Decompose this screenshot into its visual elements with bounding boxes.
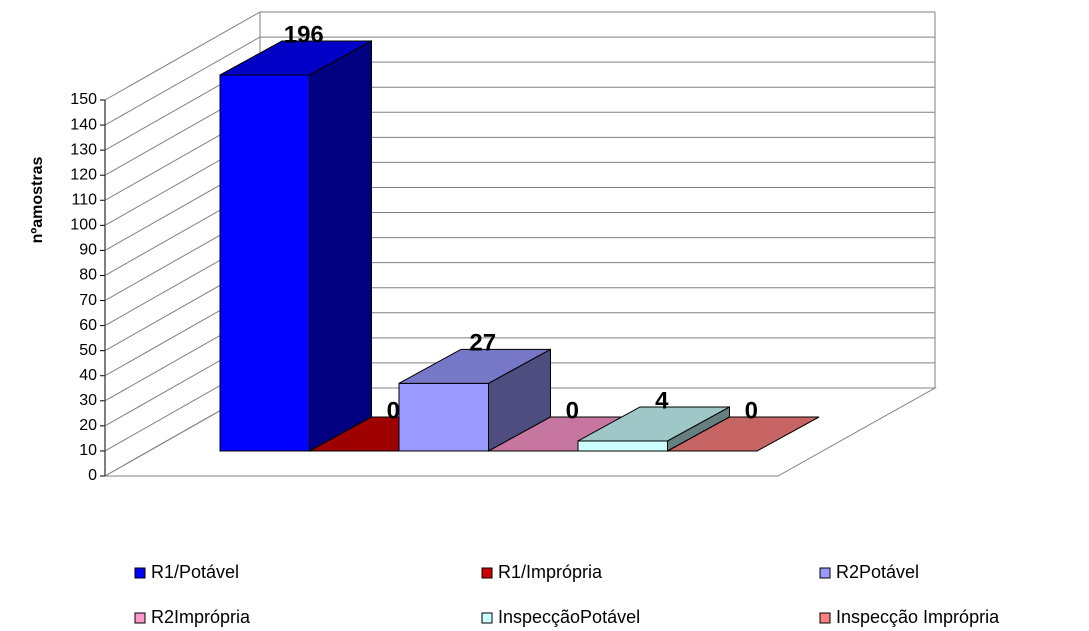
bar-top [398, 348, 551, 384]
legend-swatch [134, 567, 146, 579]
legend-swatch [134, 612, 146, 624]
y-tick-label: 120 [70, 166, 97, 183]
y-tick-label: 10 [79, 442, 97, 459]
data-label: 0 [387, 397, 400, 424]
bar [219, 40, 372, 452]
bar-top [219, 40, 372, 76]
legend-label: InspecçãoPotável [498, 607, 640, 627]
y-tick-label: 110 [71, 191, 97, 208]
legend-label: R1/Potável [151, 562, 239, 582]
y-tick-label: 150 [70, 91, 97, 108]
y-tick-label: 90 [79, 242, 97, 259]
data-label: 4 [655, 387, 669, 414]
y-tick-label: 100 [70, 217, 97, 234]
legend-label: R2Imprópria [151, 607, 251, 627]
legend-swatch [819, 567, 831, 579]
data-label: 0 [745, 397, 758, 424]
bar-front [219, 74, 310, 452]
y-tick-label: 130 [70, 141, 97, 158]
bar [577, 406, 730, 452]
data-label: 27 [469, 330, 496, 357]
grid-line [104, 11, 261, 101]
y-tick-label: 70 [79, 292, 97, 309]
y-tick-label: 20 [79, 417, 97, 434]
bar-top [667, 416, 820, 452]
legend-label: R1/Imprópria [498, 562, 603, 582]
bar-top [577, 406, 730, 442]
y-tick-label: 30 [79, 392, 97, 409]
legend-swatch [481, 567, 493, 579]
bar [667, 416, 820, 452]
legend-label: Inspecção Imprópria [836, 607, 1000, 627]
legend-label: R2Potável [836, 562, 919, 582]
bar-front [398, 382, 489, 452]
legend-swatch [819, 612, 831, 624]
bar-front [577, 440, 668, 452]
grid-line [104, 36, 261, 126]
legend-swatch [481, 612, 493, 624]
bar [398, 348, 551, 452]
y-axis-label: nºamostras [29, 157, 46, 244]
data-label: 196 [284, 21, 324, 48]
y-tick-label: 80 [79, 267, 97, 284]
data-label: 0 [566, 397, 579, 424]
y-tick-label: 60 [79, 317, 97, 334]
bar-side [309, 40, 372, 452]
y-tick-label: 0 [88, 467, 97, 484]
y-tick-label: 50 [79, 342, 97, 359]
y-tick-label: 140 [70, 116, 97, 133]
y-tick-label: 40 [79, 367, 97, 384]
